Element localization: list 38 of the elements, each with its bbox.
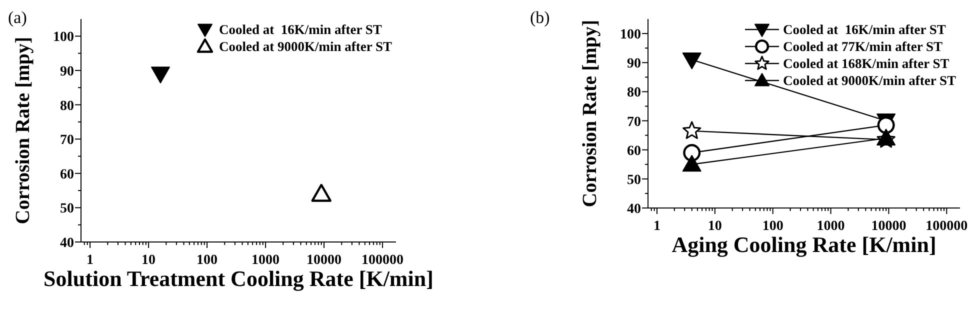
y-tick-label: 90	[60, 64, 74, 80]
legend-label: Cooled at 77K/min after ST	[783, 38, 942, 55]
y-tick-label: 100	[620, 28, 641, 43]
y-tick-label: 80	[627, 86, 641, 101]
x-tick-label: 10000	[306, 253, 342, 268]
legend-label: Cooled at 168K/min after ST	[783, 55, 950, 72]
y-axis-title: Corrosion Rate [mpy]	[12, 36, 34, 224]
x-tick-label: 100000	[926, 219, 968, 234]
text: (b)	[530, 8, 550, 28]
y-tick-label: 100	[53, 30, 74, 46]
legend-label: Cooled at 9000K/min after ST	[219, 38, 392, 55]
text: (a)	[8, 8, 27, 28]
y-axis-title: Corrosion Rate [mpy]	[579, 20, 602, 208]
y-tick-label: 40	[60, 236, 74, 251]
y-tick-label: 60	[627, 144, 641, 159]
y-tick-label: 80	[60, 98, 74, 114]
x-tick-label: 1000	[252, 253, 280, 268]
x-tick-label: 100	[762, 219, 784, 234]
x-tick-label: 10000	[871, 219, 906, 234]
y-tick-label: 60	[60, 167, 74, 182]
y-tick-label: 50	[627, 172, 641, 188]
y-tick-label: 90	[627, 56, 641, 72]
x-axis-title: Solution Treatment Cooling Rate [K/min]	[44, 266, 434, 291]
y-tick-label: 70	[60, 133, 74, 148]
y-tick-label: 70	[627, 114, 641, 130]
x-tick-label: 1	[86, 253, 94, 268]
y-tick-label: 50	[60, 202, 74, 217]
legend-label: Cooled at 16K/min after ST	[783, 21, 946, 38]
y-tick-label: 40	[627, 202, 641, 217]
x-tick-label: 100000	[362, 253, 404, 268]
x-axis-title: Aging Cooling Rate [K/min]	[672, 232, 936, 257]
x-tick-label: 10	[708, 219, 722, 234]
x-tick-label: 1	[653, 219, 660, 234]
x-tick-label: 1000	[816, 219, 845, 234]
legend-label: Cooled at 9000K/min after ST	[783, 72, 956, 89]
x-tick-label: 10	[142, 253, 156, 268]
x-tick-label: 100	[196, 253, 218, 268]
legend-label: Cooled at 16K/min after ST	[219, 21, 382, 38]
